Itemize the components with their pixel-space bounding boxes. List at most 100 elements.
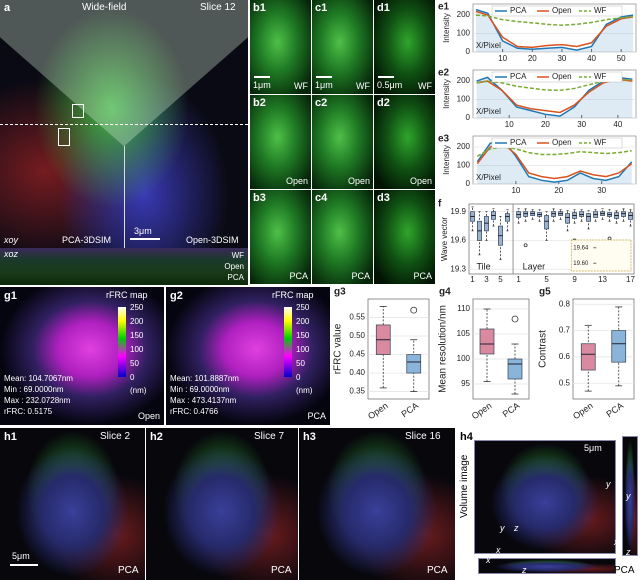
x-tick-label: 20 — [554, 186, 563, 195]
crop-panel: c4 PCA — [312, 190, 373, 284]
box — [479, 328, 495, 355]
scale: 5μm — [584, 443, 602, 453]
x-tick-label: 30 — [597, 186, 606, 195]
series-line — [475, 14, 634, 26]
crop-panel: d3 PCA — [374, 190, 435, 284]
stat: Mean: 101.8887nm — [170, 374, 239, 383]
y-tick-label: 0 — [466, 179, 471, 188]
y-tick-label: 105 — [457, 329, 471, 338]
x-tick-label: 17 — [626, 275, 635, 284]
y-tick-label: 0.8 — [559, 299, 571, 308]
x-tick-label: 1 — [516, 275, 521, 284]
panel-label: c1 — [315, 2, 328, 14]
stat: Min : 69.0000nm — [4, 385, 64, 394]
scale: 5μm — [12, 551, 30, 561]
y-axis-label: rFRC value — [333, 323, 344, 374]
y-tick-label: 95 — [461, 379, 470, 388]
slice: Slice 2 — [100, 431, 131, 442]
box — [505, 213, 510, 222]
y-tick-label: 0.40 — [349, 368, 365, 377]
y-tick-label: 0.55 — [349, 313, 365, 322]
panel-label: b1 — [253, 2, 266, 14]
panel-label: e3 — [438, 134, 450, 145]
scale: 1μm — [253, 80, 271, 90]
box — [611, 330, 627, 363]
method: PCA-3DSIM — [62, 235, 112, 245]
panel-label: d3 — [377, 192, 390, 204]
panel-label: c4 — [315, 192, 328, 204]
colorbar — [118, 307, 126, 377]
colorbar-label: 150 — [296, 331, 310, 340]
x-tick-label: Open — [366, 400, 390, 421]
x-tick-label: 13 — [598, 275, 607, 284]
panel-g1: g1 rFRC map 250 200 150 100 50 0 (nm) Mean: 104.7… — [0, 287, 164, 425]
y-axis-label: Contrast — [538, 330, 549, 368]
slice: Slice 16 — [405, 431, 441, 442]
y-axis-label: Intensity — [442, 145, 451, 175]
strip-label: WF — [231, 251, 244, 260]
inset — [570, 239, 632, 272]
panel-a: a Wide-field Slice 12 3μm xoy PCA-3DSIM … — [0, 0, 248, 285]
roi — [72, 104, 84, 118]
panel-label: g4 — [439, 287, 451, 298]
y-tick-label: 100 — [457, 95, 471, 104]
colorbar-label: 250 — [296, 303, 310, 312]
y-axis-label: Intensity — [442, 79, 451, 109]
colorbar-label: 100 — [296, 345, 310, 354]
panel-label: c2 — [315, 97, 328, 109]
scale-bar — [10, 564, 38, 566]
y-tick-label: 100 — [457, 161, 471, 170]
inset-tick-label: 19.64 — [573, 245, 589, 251]
x-tick-label: 30 — [557, 54, 566, 63]
x-tick-label: 50 — [617, 54, 626, 63]
bottom-view — [478, 558, 616, 574]
panel-label: e2 — [438, 68, 450, 79]
chart-g3: 0.35 0.40 0.45 0.50 0.55 Open PCA rFRC value g3 — [333, 287, 430, 421]
box — [406, 354, 422, 374]
method: Open — [137, 411, 160, 421]
y-tick-label: 0.7 — [559, 326, 571, 335]
strip-label: PCA — [227, 273, 244, 282]
axis-letter: z — [522, 565, 527, 575]
x-tick-label: 5 — [544, 275, 549, 284]
x-axis-label: X/Pixel — [476, 41, 501, 50]
method: PCA — [427, 565, 448, 576]
colorbar-label: 50 — [130, 359, 139, 368]
y-tick-label: 0.35 — [349, 387, 365, 396]
axis-letter: x — [614, 537, 619, 547]
method: PCA — [614, 565, 635, 576]
x-tick-label: 5 — [498, 275, 503, 284]
title: Volume image — [459, 454, 470, 518]
panel-h2: h2 Slice 7 PCA — [146, 428, 298, 580]
dash-line — [0, 124, 248, 125]
axis-letter: x — [486, 555, 491, 565]
x-tick-label: 3 — [484, 275, 489, 284]
x-tick-label: Open — [470, 400, 494, 421]
legend-label: WF — [594, 6, 607, 15]
panel-label: h1 — [4, 431, 17, 443]
colorbar-label: 150 — [130, 331, 144, 340]
crop-panel: d1 WF 0.5μm — [374, 0, 435, 94]
y-tick-label: 100 — [457, 29, 471, 38]
legend-label: WF — [594, 138, 607, 147]
colorbar-label: 200 — [130, 317, 144, 326]
stat: Max : 232.0728nm — [4, 396, 71, 405]
legend-box — [491, 137, 623, 149]
legend-label: Open — [552, 6, 572, 15]
y-tick-label: 200 — [457, 142, 471, 151]
outlier — [523, 243, 528, 248]
stat: rFRC: 0.5175 — [4, 407, 53, 416]
y-axis-label: Wave vector — [440, 217, 449, 261]
x-tick-label: Open — [571, 400, 595, 421]
volume — [474, 440, 616, 554]
y-axis-label: Intensity — [442, 13, 451, 43]
x-tick-label: PCA — [501, 400, 522, 419]
x-tick-label: 20 — [528, 54, 537, 63]
area — [475, 9, 634, 53]
legend-label: PCA — [510, 138, 527, 147]
slice: Slice 12 — [200, 2, 236, 13]
stat: Mean: 104.7067nm — [4, 374, 73, 383]
scale-bar — [316, 76, 332, 78]
